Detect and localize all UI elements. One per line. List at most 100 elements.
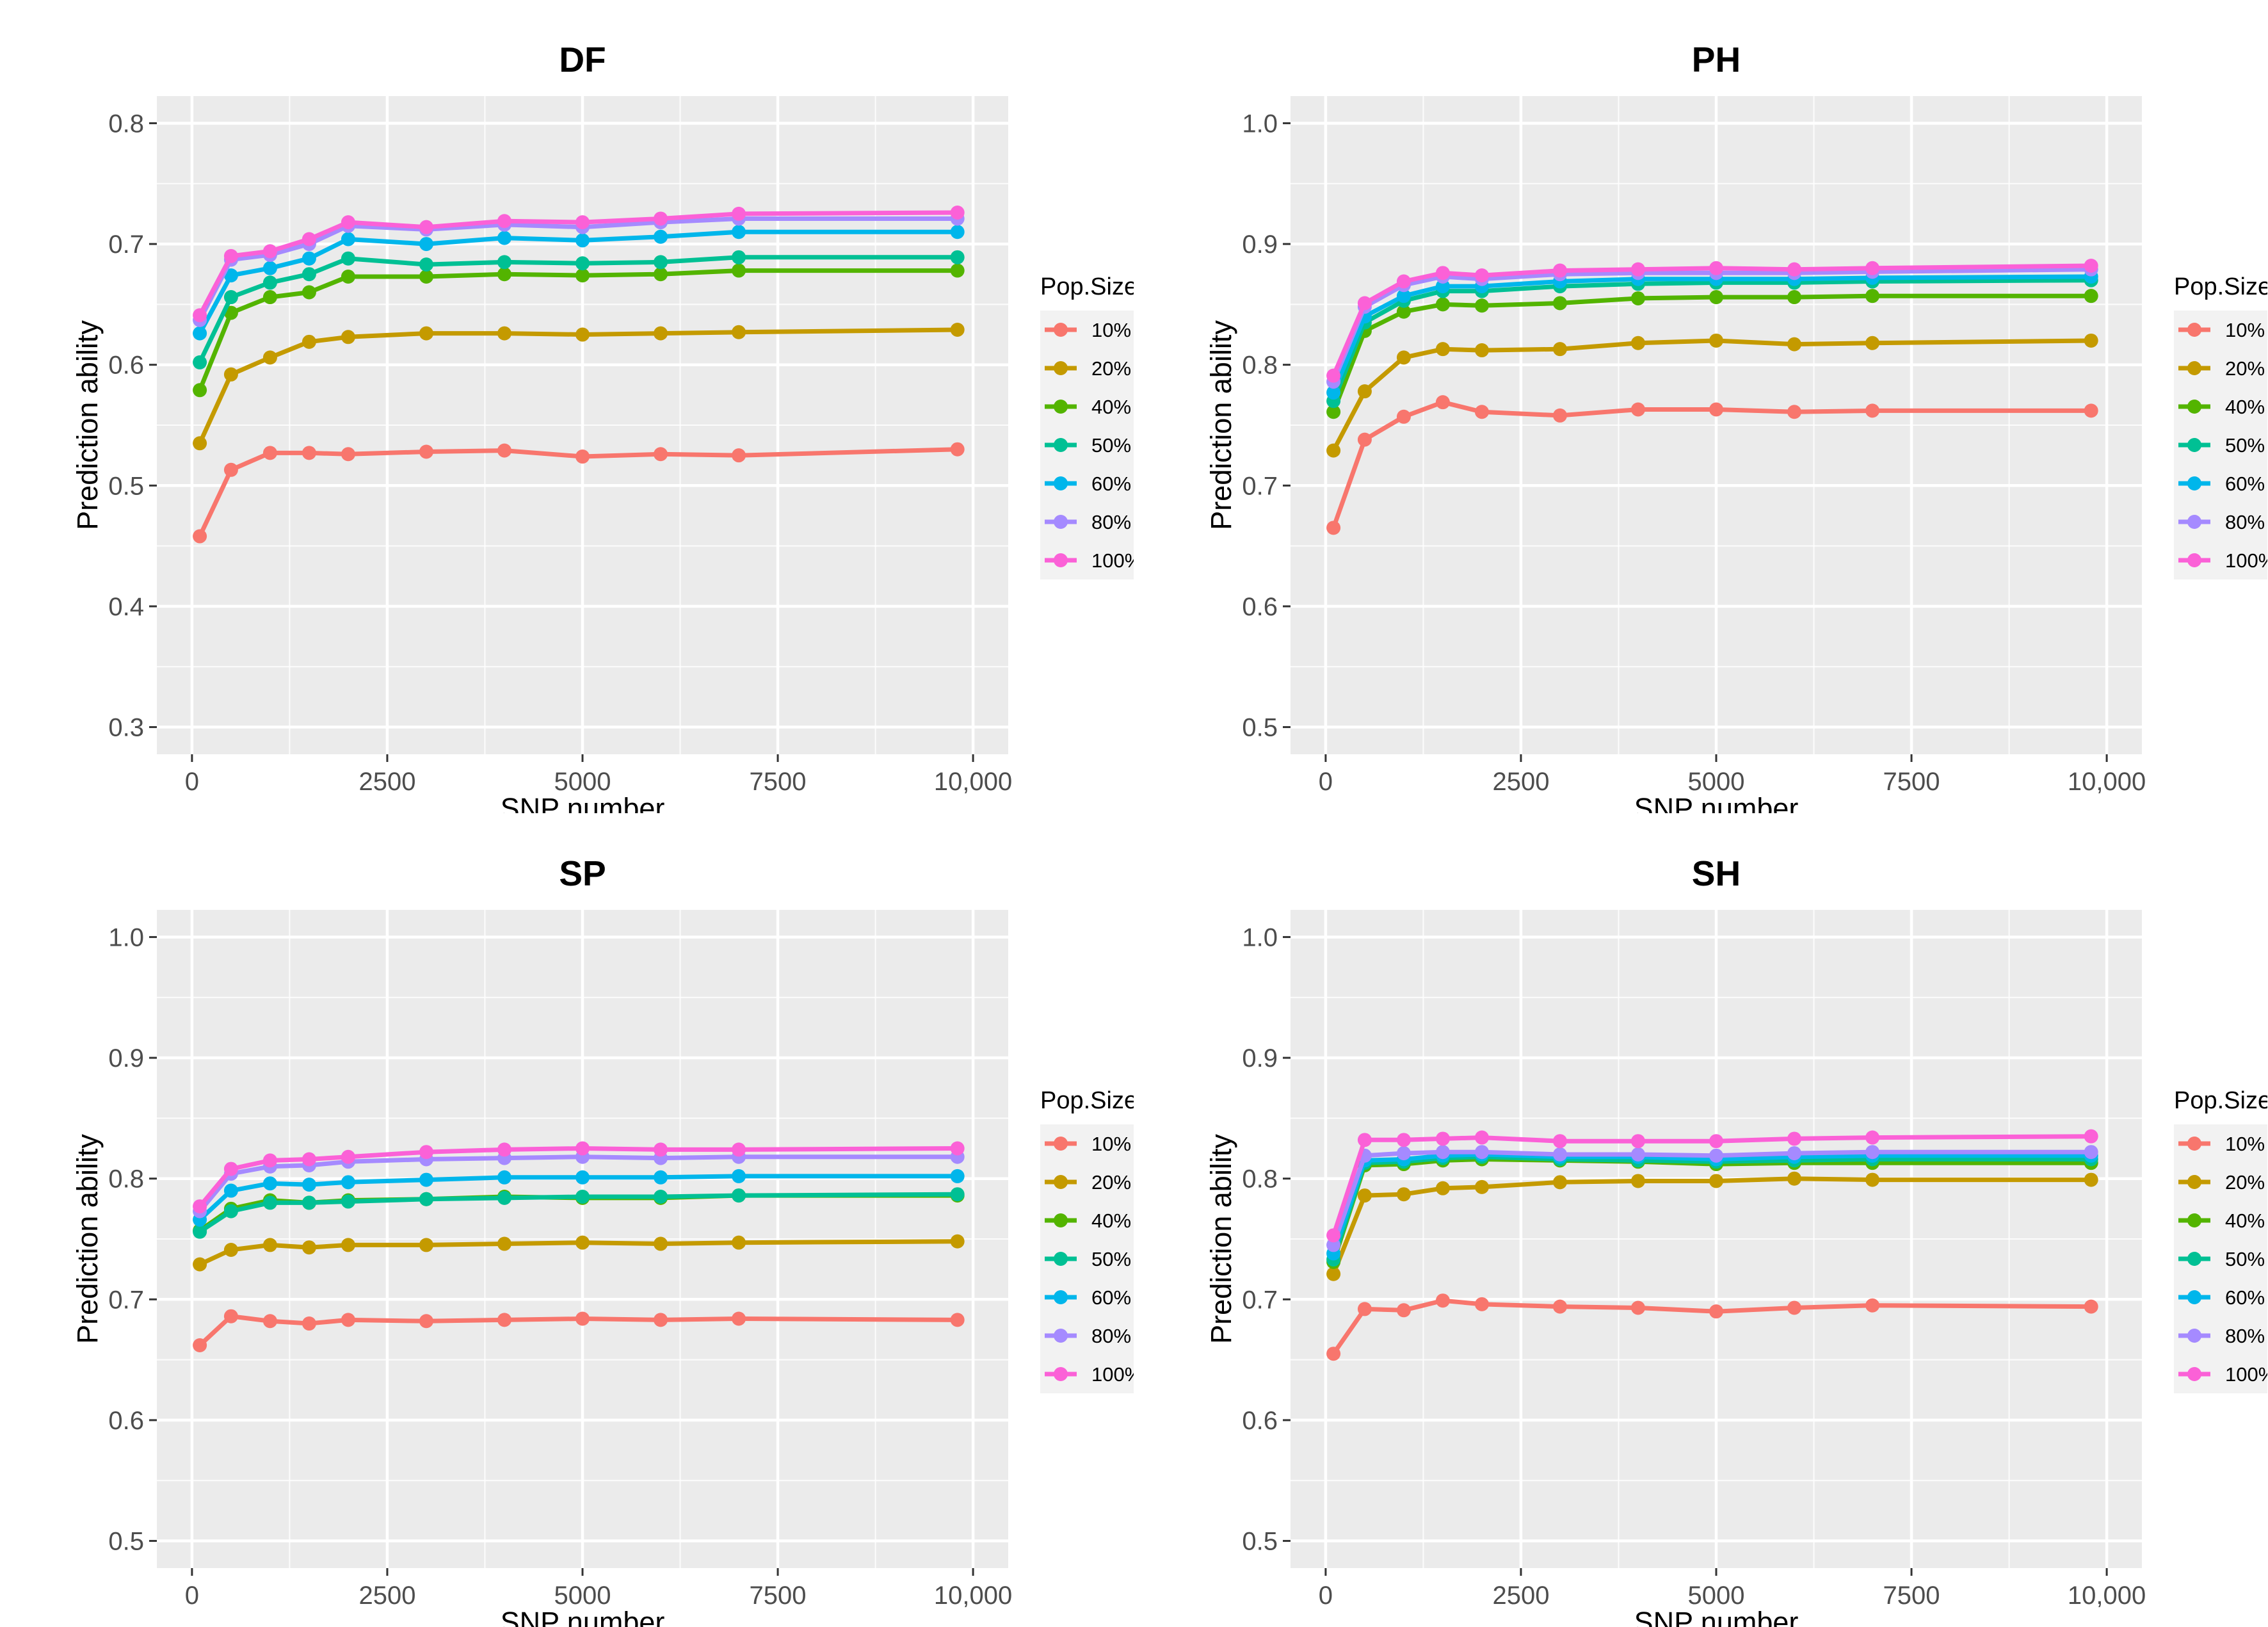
data-point [1865,289,1880,304]
legend-key-point [2187,1175,2201,1189]
data-point [950,442,965,457]
data-point [497,1190,511,1205]
y-axis-title: Prediction ability [71,1134,104,1344]
x-tick-label: 7500 [1883,768,1940,796]
y-tick-label: 0.4 [108,593,144,621]
data-point [302,1178,316,1192]
data-point [1630,1174,1645,1188]
x-axis-title: SNP number [501,1606,665,1627]
legend-label: 80% [2225,511,2265,533]
y-tick-label: 0.5 [1242,714,1278,742]
legend-label: 10% [2225,319,2265,341]
data-point [1865,1298,1880,1313]
data-point [419,444,433,459]
data-point [262,1314,277,1329]
data-point [575,327,590,342]
data-point [262,290,277,305]
legend: Pop.Size 10% 20% 40% 50% 60% 80% 100% [1040,1087,1134,1393]
x-tick-label: 5000 [554,1582,611,1610]
data-point [575,268,590,283]
data-point [419,326,433,341]
data-point [1630,402,1645,417]
legend-key-point [1054,1367,1068,1381]
legend-label: 20% [1091,357,1131,380]
y-tick-label: 0.8 [108,1165,144,1194]
legend-key-point [1054,1137,1068,1151]
data-point [1709,1148,1723,1163]
data-point [2084,1172,2098,1187]
data-point [1787,1146,1802,1161]
data-point [2084,333,2098,348]
data-point [2084,1129,2098,1144]
data-point [1326,368,1341,383]
x-tick-label: 5000 [1688,1582,1745,1610]
data-point [1552,342,1567,357]
data-point [223,1309,238,1323]
x-tick-label: 2500 [358,768,415,796]
legend-label: 60% [2225,473,2265,495]
data-point [1435,1145,1450,1160]
legend-key-point [2187,323,2201,337]
y-tick-label: 0.8 [108,109,144,138]
chart-svg: 0 2500 5000 7500 10,000 0.5 0.6 0.7 0.8 0.9 1.0 SP S… [71,854,1134,1627]
data-point [1474,1297,1489,1311]
data-point [950,263,965,278]
y-tick-label: 0.5 [1242,1528,1278,1556]
data-point [1552,296,1567,311]
data-point [341,1149,355,1164]
data-point [1787,290,1802,305]
data-point [575,256,590,271]
data-point [1865,1145,1880,1160]
data-point [654,1189,668,1204]
data-point [193,1224,207,1239]
data-point [302,334,316,349]
data-point [1474,405,1489,419]
data-point [575,1170,590,1185]
data-point [419,1192,433,1206]
legend-label: 60% [1091,473,1131,495]
data-point [497,267,511,282]
chart-panel-df: 0 2500 5000 7500 10,000 0.3 0.4 0.5 0.6 0.7 0.8 DF S… [0,0,1134,813]
data-point [193,383,207,398]
y-tick-label: 0.7 [108,1286,144,1314]
y-tick-label: 1.0 [1242,923,1278,951]
data-point [950,225,965,239]
data-point [1474,1145,1489,1160]
data-point [302,285,316,300]
legend-label: 100% [1091,1363,1134,1386]
data-point [1630,1147,1645,1162]
y-tick-label: 0.7 [1242,1286,1278,1314]
data-point [1787,337,1802,352]
data-point [419,1145,433,1160]
legend-label: 50% [2225,1248,2265,1270]
legend-key-point [1054,515,1068,529]
data-point [1787,262,1802,277]
data-point [950,1313,965,1327]
data-point [419,220,433,234]
x-tick-label: 2500 [358,1582,415,1610]
legend-title: Pop.Size [1040,273,1134,300]
legend-key-point [2187,476,2201,490]
y-tick-label: 0.8 [1242,1165,1278,1194]
data-point [1552,1134,1567,1149]
x-tick-label: 10,000 [934,1582,1012,1610]
data-point [419,1238,433,1252]
data-point [1326,405,1341,419]
data-point [223,1242,238,1257]
data-point [1435,1131,1450,1146]
data-point [1326,385,1341,400]
data-point [302,446,316,460]
data-point [223,1183,238,1198]
data-point [575,215,590,230]
legend-label: 20% [2225,1171,2265,1194]
y-tick-label: 1.0 [108,923,144,951]
data-point [1630,1134,1645,1149]
data-point [1865,1172,1880,1187]
data-point [223,1162,238,1176]
chart-title: PH [1692,40,1741,79]
y-axis-title: Prediction ability [1205,320,1237,530]
data-point [497,1142,511,1157]
data-point [2084,1299,2098,1314]
data-point [732,263,746,278]
data-point [732,206,746,221]
